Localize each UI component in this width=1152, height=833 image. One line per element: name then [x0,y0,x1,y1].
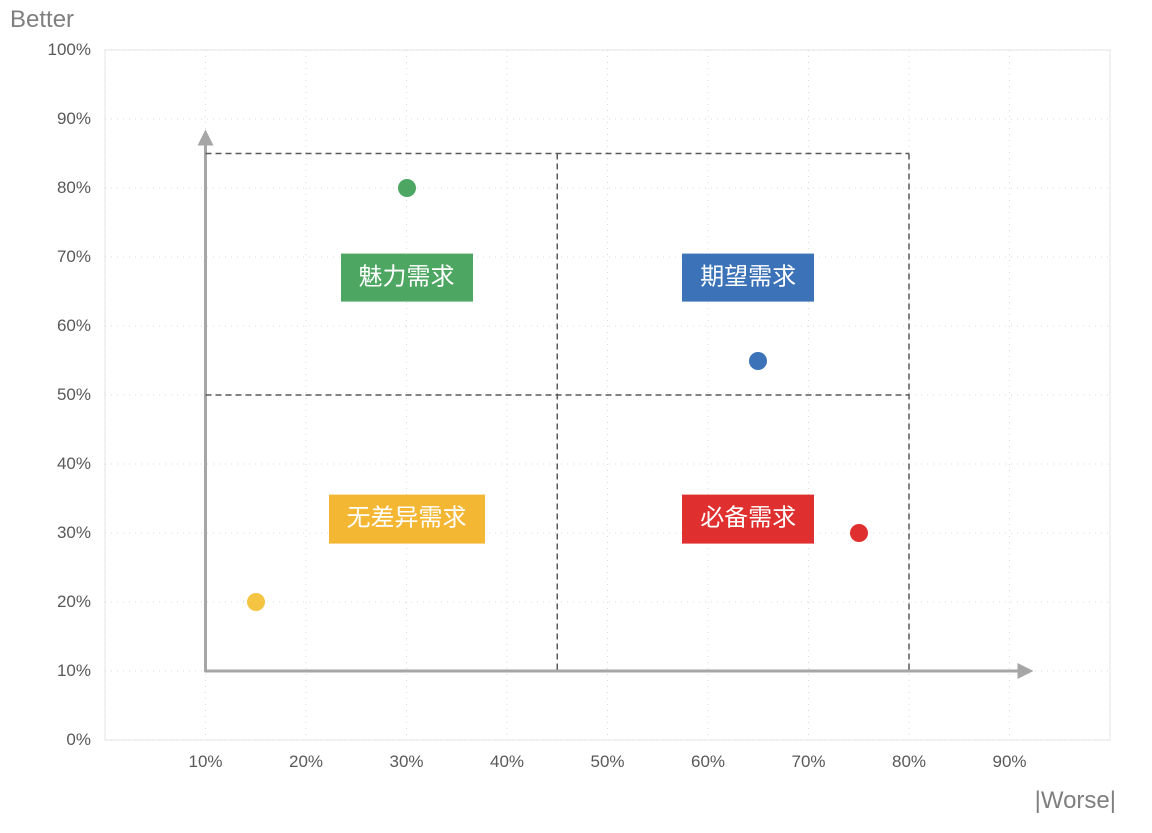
x-tick-label: 30% [389,752,423,772]
x-tick-label: 50% [590,752,624,772]
y-tick-label: 60% [57,316,91,336]
y-tick-label: 10% [57,661,91,681]
must-be-label: 必备需求 [682,495,814,544]
point-attractive [398,179,416,197]
x-tick-label: 60% [691,752,725,772]
y-tick-label: 50% [57,385,91,405]
y-tick-label: 80% [57,178,91,198]
point-indifferent [247,593,265,611]
x-tick-label: 80% [892,752,926,772]
x-tick-label: 10% [188,752,222,772]
y-tick-label: 30% [57,523,91,543]
point-must-be [850,524,868,542]
x-tick-label: 40% [490,752,524,772]
x-tick-label: 70% [791,752,825,772]
plot-svg [0,0,1152,833]
one-dimensional-label: 期望需求 [682,253,814,302]
kano-quadrant-chart: Better |Worse| 0%10%20%30%40%50%60%70%80… [0,0,1152,833]
y-tick-label: 100% [48,40,91,60]
x-tick-label: 20% [289,752,323,772]
attractive-label: 魅力需求 [341,253,473,302]
y-tick-label: 20% [57,592,91,612]
x-tick-label: 90% [992,752,1026,772]
y-tick-label: 0% [66,730,91,750]
indifferent-label: 无差异需求 [329,495,485,544]
y-tick-label: 90% [57,109,91,129]
y-tick-label: 70% [57,247,91,267]
point-one-dimensional [749,352,767,370]
y-tick-label: 40% [57,454,91,474]
